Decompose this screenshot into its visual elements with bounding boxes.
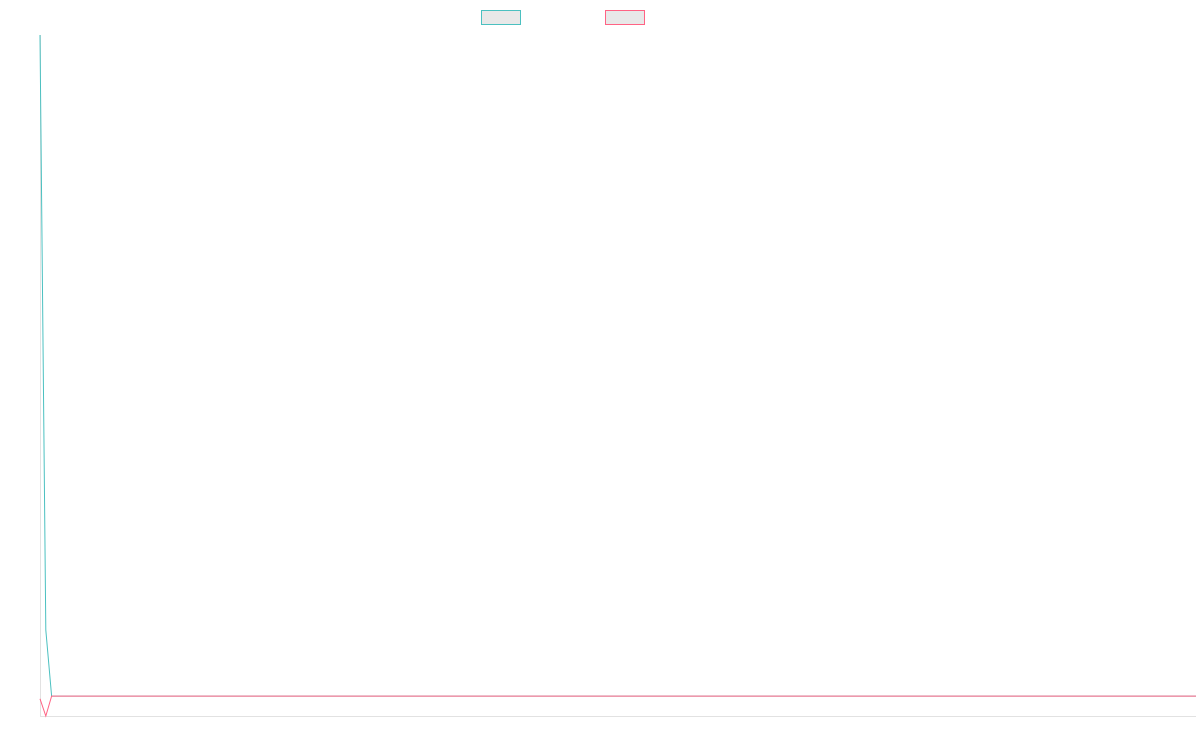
series-line-1 — [39, 34, 1196, 697]
series-line-2 — [39, 695, 1196, 718]
legend-swatch-series-1[interactable] — [481, 10, 521, 25]
legend-swatch-series-2[interactable] — [605, 10, 645, 25]
series-layer — [39, 34, 1196, 718]
